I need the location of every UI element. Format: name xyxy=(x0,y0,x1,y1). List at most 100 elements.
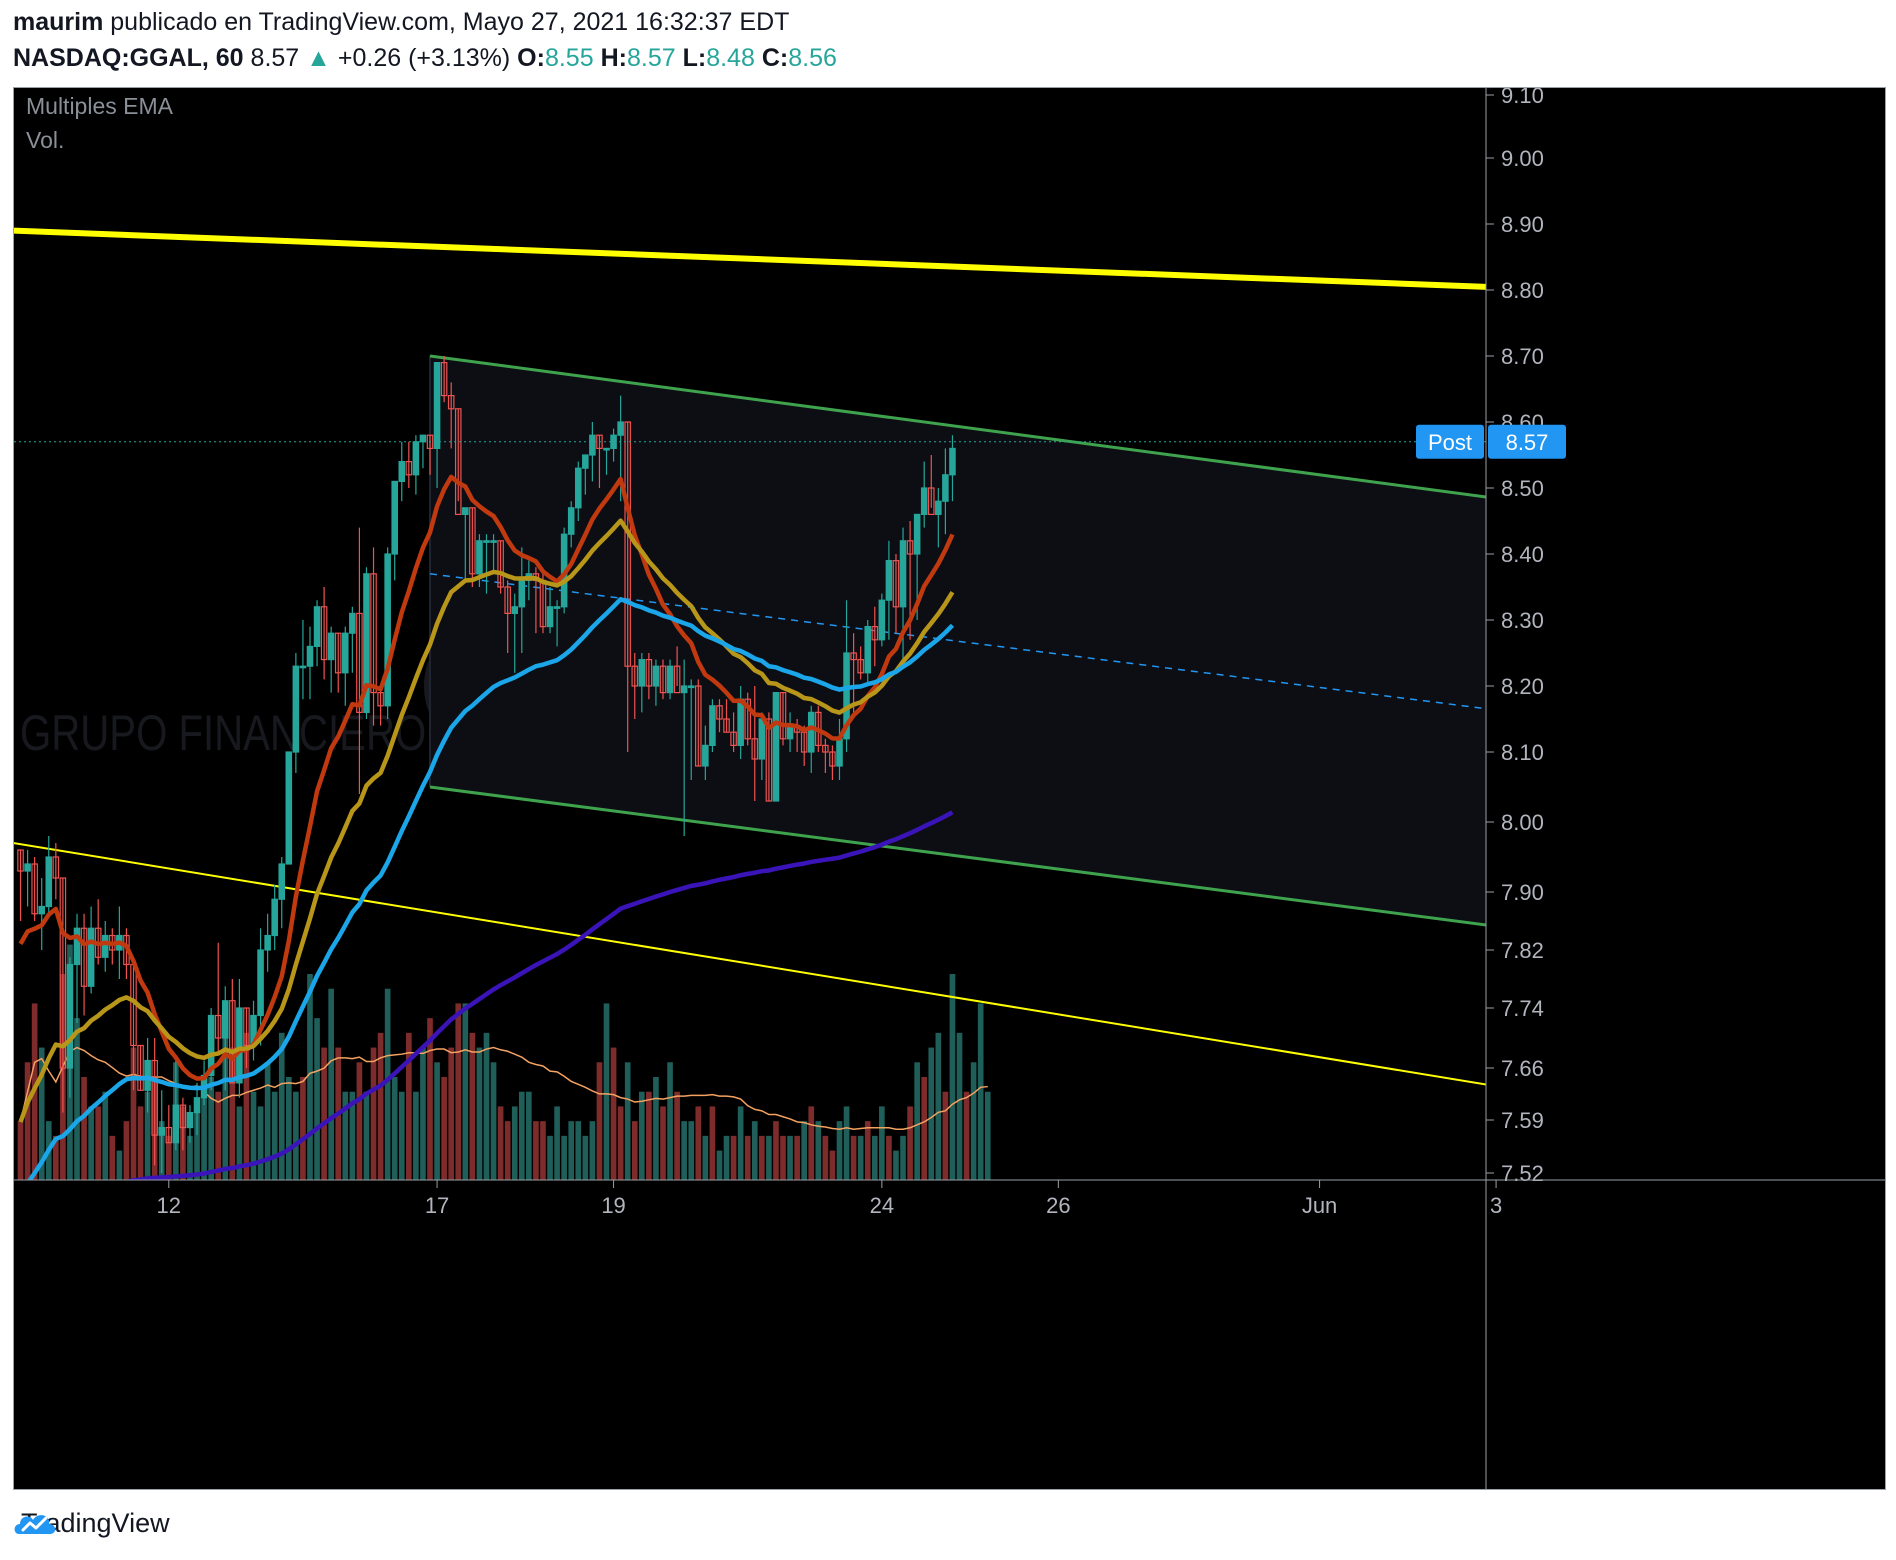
candle-body xyxy=(878,599,886,641)
channel-fill xyxy=(430,356,1486,925)
volume-bar xyxy=(646,1091,652,1180)
candle-body xyxy=(744,698,751,740)
candle-body xyxy=(666,665,674,694)
volume-bar xyxy=(631,1121,638,1180)
trendline xyxy=(14,842,1486,1086)
candle-body xyxy=(172,1104,180,1144)
candle-body xyxy=(377,691,384,707)
y-tick-label: 8.40 xyxy=(1501,542,1544,567)
post-badge xyxy=(1416,424,1484,459)
volume-bar xyxy=(518,1091,525,1180)
y-tick-label: 8.80 xyxy=(1501,278,1544,303)
chart-container[interactable]: GGAL, 1hGRUPO FINANCIERO GALICIA SA SPON… xyxy=(13,87,1886,1490)
volume-bar xyxy=(914,1062,920,1180)
volume-bar xyxy=(723,1135,730,1180)
price-chart[interactable]: GGAL, 1hGRUPO FINANCIERO GALICIA SA SPON… xyxy=(14,88,1885,1489)
volume-bar xyxy=(907,1106,913,1180)
candle-body xyxy=(447,395,455,410)
ema-12-line xyxy=(18,474,955,1081)
candle-body xyxy=(857,658,864,674)
volume-bar xyxy=(53,1135,59,1180)
volume-bar xyxy=(808,1106,815,1180)
volume-bar xyxy=(137,1106,144,1180)
publish-line: maurim publicado en TradingView.com, May… xyxy=(13,8,789,37)
author[interactable]: maurim xyxy=(13,8,104,36)
candle-body xyxy=(567,507,575,535)
volume-bar xyxy=(702,1135,709,1180)
candle-body xyxy=(278,863,286,900)
y-tick-label: 7.82 xyxy=(1501,938,1544,963)
candle-body xyxy=(59,877,67,1069)
candle-body xyxy=(398,461,406,483)
candle-body xyxy=(546,606,554,628)
y-tick-label: 7.74 xyxy=(1501,996,1544,1021)
volume-bar xyxy=(751,1121,758,1180)
volume-bar xyxy=(780,1135,786,1180)
candle-body xyxy=(885,560,893,601)
volume-bar xyxy=(123,1121,130,1180)
volume-bar xyxy=(787,1135,793,1180)
candle-body xyxy=(426,434,434,450)
candle-body xyxy=(483,540,490,543)
volume-bar xyxy=(349,1091,356,1180)
y-tick-label: 7.59 xyxy=(1501,1108,1544,1133)
volume-bar xyxy=(448,1047,455,1180)
volume-bar xyxy=(427,1018,433,1180)
candle-body xyxy=(497,540,504,588)
candle-body xyxy=(207,1014,215,1077)
candle-body xyxy=(659,665,667,694)
candle-body xyxy=(652,665,660,687)
candle-body xyxy=(327,632,335,661)
volume-bar xyxy=(871,1135,878,1180)
volume-bar xyxy=(984,1091,991,1180)
volume-bar xyxy=(547,1135,553,1180)
candle-body xyxy=(440,362,448,397)
volume-bar xyxy=(589,1121,596,1180)
x-tick-label: 12 xyxy=(157,1193,181,1218)
candle-body xyxy=(151,1059,158,1136)
candle-body xyxy=(80,927,88,987)
candle-body xyxy=(179,1104,187,1129)
legend-item: Multiples EMA xyxy=(26,93,174,119)
candle-body xyxy=(370,573,377,694)
candle-body xyxy=(603,447,610,451)
volume-bar xyxy=(504,1121,511,1180)
volume-bar xyxy=(116,1150,123,1180)
volume-bar xyxy=(236,1106,243,1180)
candle-body xyxy=(243,1007,250,1047)
tradingview-logo-icon xyxy=(14,1515,56,1534)
volume-bar xyxy=(759,1135,765,1180)
y-tick-label: 8.90 xyxy=(1501,212,1544,237)
candle-body xyxy=(462,507,469,515)
volume-bar xyxy=(667,1062,673,1180)
volume-bar xyxy=(222,1003,229,1180)
volume-bar xyxy=(801,1121,808,1180)
candle-body xyxy=(645,658,653,687)
y-tick-label: 8.00 xyxy=(1501,810,1544,835)
candle-body xyxy=(313,606,321,647)
volume-bar xyxy=(850,1135,857,1180)
volume-bar xyxy=(970,1062,977,1180)
candle-body xyxy=(702,744,709,767)
candle-body xyxy=(17,849,24,872)
candle-body xyxy=(920,487,928,515)
volume-bar xyxy=(81,1077,87,1180)
candle-body xyxy=(574,467,582,509)
x-tick-label: 19 xyxy=(601,1193,625,1218)
plot-area: GGAL, 1hGRUPO FINANCIERO GALICIA SA SPON… xyxy=(14,93,1486,1180)
candle-body xyxy=(871,625,879,641)
volume-bar xyxy=(843,1106,850,1180)
candle-body xyxy=(935,500,942,516)
close-value: 8.56 xyxy=(788,44,837,72)
volume-bar xyxy=(307,974,313,1180)
candle-body xyxy=(405,461,413,476)
volume-bar xyxy=(483,1032,490,1180)
volume-bar xyxy=(730,1135,737,1180)
volume-bar xyxy=(194,1106,200,1180)
volume-bar xyxy=(384,988,391,1180)
volume-bar xyxy=(511,1106,518,1180)
y-tick-label: 8.50 xyxy=(1501,476,1544,501)
high-value: 8.57 xyxy=(626,44,676,72)
candle-body xyxy=(144,1059,151,1091)
volume-bar xyxy=(533,1121,539,1180)
